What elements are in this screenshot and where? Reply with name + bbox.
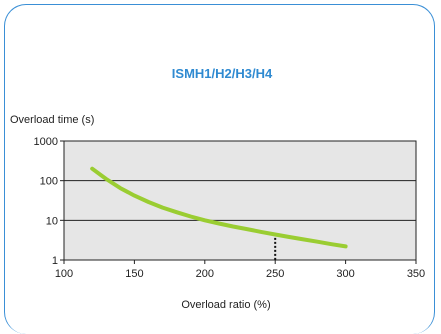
x-axis-label: Overload ratio (%) bbox=[181, 299, 270, 311]
y-tick-label: 1 bbox=[52, 255, 58, 267]
y-axis-label: Overload time (s) bbox=[10, 114, 94, 126]
y-tick-label: 10 bbox=[46, 215, 58, 227]
x-tick-label: 200 bbox=[196, 268, 214, 280]
series-line bbox=[90, 166, 348, 249]
x-tick-label: 250 bbox=[266, 268, 284, 280]
chart-title: ISMH1/H2/H3/H4 bbox=[172, 66, 273, 81]
plot-area bbox=[63, 140, 417, 261]
y-tick-label: 100 bbox=[40, 176, 58, 188]
x-tick-label: 350 bbox=[407, 268, 425, 280]
x-tick-label: 100 bbox=[55, 268, 73, 280]
x-tick-label: 300 bbox=[336, 268, 354, 280]
x-tick-label: 150 bbox=[125, 268, 143, 280]
y-tick-label: 1000 bbox=[34, 136, 58, 148]
